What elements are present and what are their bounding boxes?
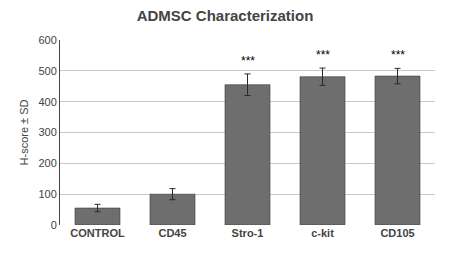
svg-text:H-score ± SD: H-score ± SD [18, 99, 30, 165]
svg-text:200: 200 [38, 157, 56, 169]
svg-text:CD105: CD105 [380, 227, 414, 239]
svg-text:100: 100 [38, 188, 56, 200]
svg-text:ADMSC Characterization: ADMSC Characterization [137, 7, 314, 24]
svg-text:Stro-1: Stro-1 [232, 227, 264, 239]
svg-text:CONTROL: CONTROL [70, 227, 125, 239]
svg-text:***: *** [316, 48, 330, 62]
svg-text:600: 600 [38, 34, 56, 46]
svg-text:400: 400 [38, 96, 56, 108]
svg-text:***: *** [391, 48, 405, 62]
svg-text:***: *** [241, 54, 255, 68]
svg-text:CD45: CD45 [158, 227, 186, 239]
svg-text:0: 0 [51, 219, 57, 231]
svg-text:c-kit: c-kit [311, 227, 334, 239]
svg-text:300: 300 [38, 126, 56, 138]
svg-text:500: 500 [38, 65, 56, 77]
